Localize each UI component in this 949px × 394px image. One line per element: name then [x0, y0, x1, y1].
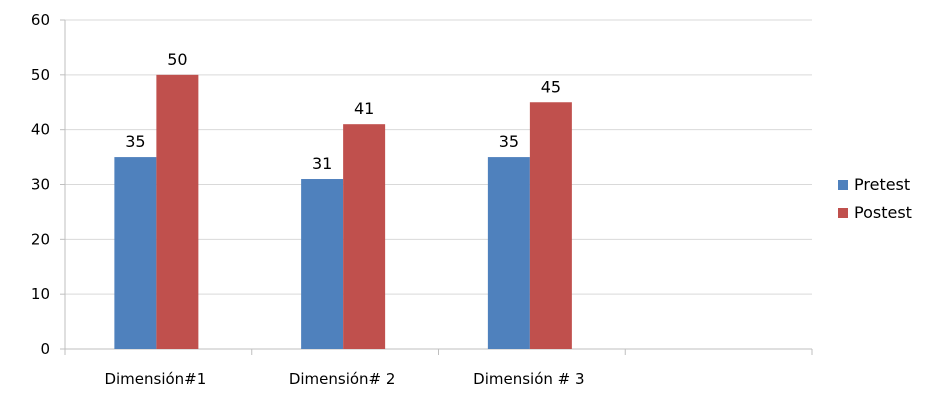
data-label: 50	[167, 50, 187, 69]
legend-label: Postest	[854, 203, 912, 222]
y-tick-label: 50	[31, 66, 50, 84]
data-label: 31	[312, 154, 332, 173]
data-label: 41	[354, 99, 374, 118]
bar-postest	[529, 102, 572, 349]
data-label: 35	[499, 132, 519, 151]
bar-pretest	[114, 157, 157, 349]
data-label: 45	[541, 77, 561, 96]
bar-pretest	[487, 157, 530, 349]
x-category-label: Dimensión#1	[104, 370, 206, 388]
y-tick-label: 10	[31, 285, 50, 303]
bar-postest	[343, 124, 386, 349]
x-category-label: Dimensión# 2	[289, 370, 396, 388]
x-category-label: Dimensión # 3	[473, 370, 584, 388]
legend-swatch	[838, 208, 848, 218]
bars	[114, 74, 572, 349]
bar-postest	[156, 74, 199, 349]
y-tick-label: 0	[40, 340, 50, 358]
y-tick-label: 60	[31, 11, 50, 29]
bar-pretest	[301, 179, 344, 349]
y-tick-label: 40	[31, 121, 50, 139]
y-tick-label: 20	[31, 230, 50, 248]
legend-swatch	[838, 180, 848, 190]
y-tick-label: 30	[31, 176, 50, 194]
legend: Pretest Postest	[838, 175, 912, 222]
legend-label: Pretest	[854, 175, 910, 194]
data-label: 35	[125, 132, 145, 151]
data-labels: 35 31 35 50 41 45	[125, 50, 561, 173]
